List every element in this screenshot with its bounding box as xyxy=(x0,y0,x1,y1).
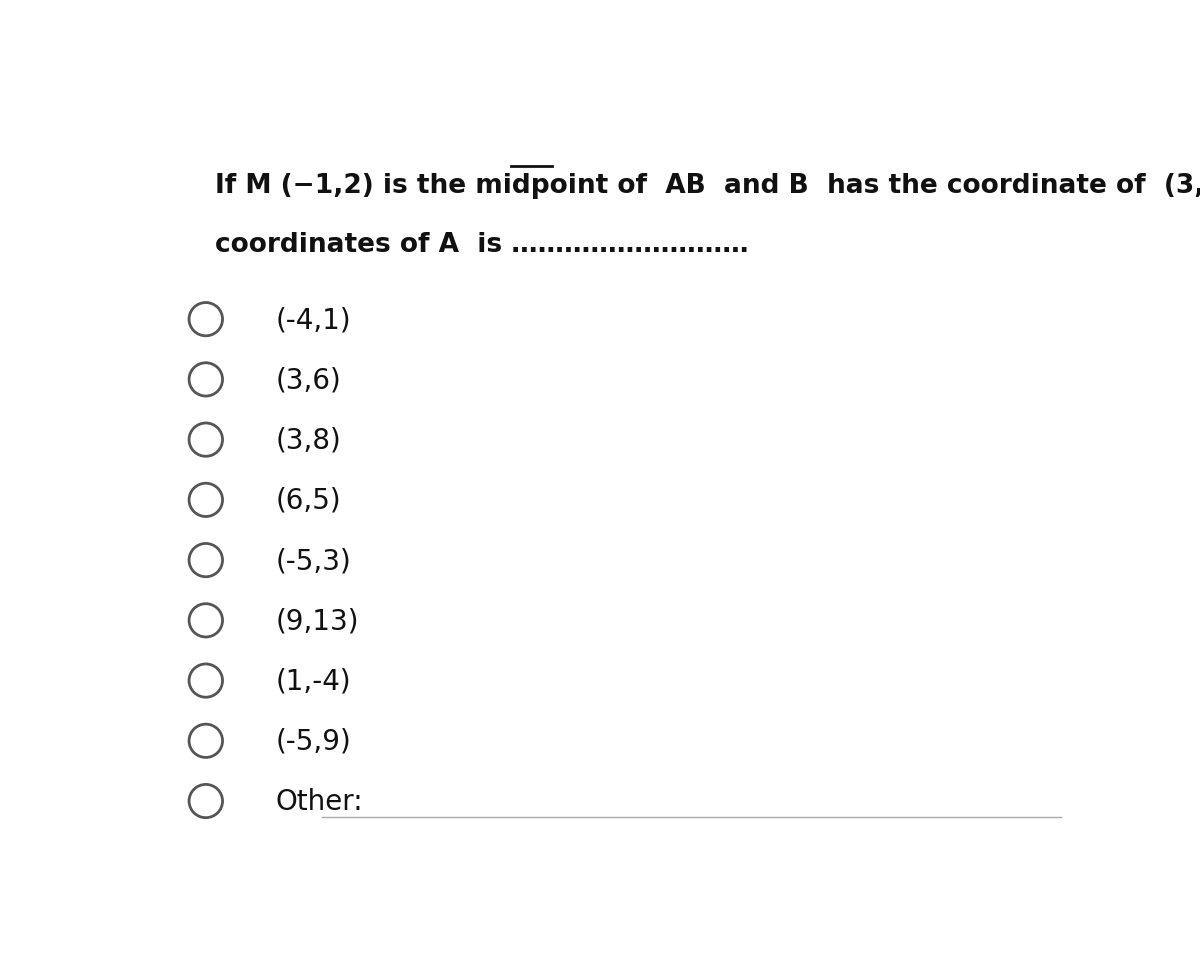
Text: Other:: Other: xyxy=(276,787,364,815)
Text: If M (−1,2) is the midpoint of  AB  and B  has the coordinate of  (3,−5),: If M (−1,2) is the midpoint of AB and B … xyxy=(215,173,1200,199)
Text: (6,5): (6,5) xyxy=(276,486,341,515)
Text: (9,13): (9,13) xyxy=(276,607,359,635)
Text: (-5,3): (-5,3) xyxy=(276,546,352,575)
Text: coordinates of A  is ………………………: coordinates of A is ……………………… xyxy=(215,232,749,257)
Text: (-5,9): (-5,9) xyxy=(276,727,352,755)
Text: (3,8): (3,8) xyxy=(276,426,341,455)
Text: (-4,1): (-4,1) xyxy=(276,306,352,334)
Text: (3,6): (3,6) xyxy=(276,366,341,394)
Text: (1,-4): (1,-4) xyxy=(276,667,352,695)
